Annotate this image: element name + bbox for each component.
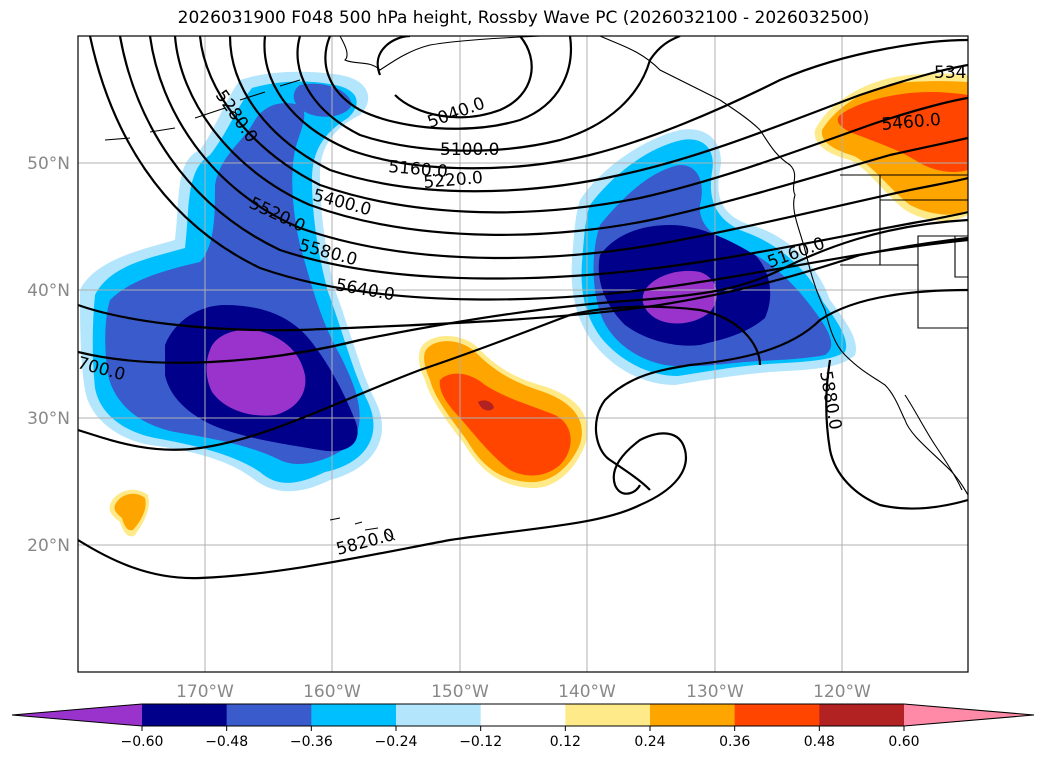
colorbar-tick-label: −0.48: [205, 734, 248, 750]
colorbar-segment: [396, 704, 482, 726]
lon-label: 150°W: [431, 682, 489, 702]
lat-label: 40°N: [27, 281, 70, 301]
contour-label: 5100.0: [440, 140, 499, 160]
lat-label: 20°N: [27, 536, 70, 556]
colorbar-tick-label: 0.48: [804, 734, 835, 750]
colorbar-segment: [142, 704, 228, 726]
colorbar-tick-label: 0.60: [888, 734, 919, 750]
colorbar-segment: [565, 704, 651, 726]
colorbar-segment: [311, 704, 397, 726]
colorbar-tick-label: 0.12: [550, 734, 581, 750]
colorbar-segment: [734, 704, 820, 726]
colorbar: −0.60 −0.48 −0.36 −0.24 −0.12 0.12 0.24 0.36 0.4…: [11, 703, 1035, 750]
colorbar-tick-label: −0.60: [121, 734, 164, 750]
latitude-labels: 50°N 40°N 30°N 20°N: [27, 154, 70, 556]
colorbar-extend-high: [904, 704, 1034, 726]
colorbar-tick-label: −0.24: [375, 734, 418, 750]
positive-anomaly-central: [418, 335, 588, 489]
coastlines: [104, 36, 968, 541]
lon-label: 140°W: [558, 682, 616, 702]
colorbar-tick-label: −0.36: [290, 734, 333, 750]
gridlines: [78, 36, 968, 672]
colorbar-tick-label: 0.24: [634, 734, 665, 750]
positive-anomaly-small: [109, 489, 149, 537]
lon-label: 160°W: [303, 682, 361, 702]
lat-label: 50°N: [27, 154, 70, 174]
positive-anomaly-northeast: [814, 73, 968, 222]
colorbar-segment: [480, 704, 566, 726]
lon-label: 170°W: [176, 682, 234, 702]
height-contours: [78, 36, 968, 580]
colorbar-segment: [650, 704, 736, 726]
lat-label: 30°N: [27, 409, 70, 429]
colorbar-segment: [226, 704, 312, 726]
lon-label: 130°W: [686, 682, 744, 702]
colorbar-tick-label: 0.36: [719, 734, 750, 750]
colorbar-segment: [819, 704, 905, 726]
longitude-labels: 170°W 160°W 150°W 140°W 130°W 120°W: [176, 682, 871, 702]
map-title: 2026031900 F048 500 hPa height, Rossby W…: [177, 8, 870, 28]
lon-label: 120°W: [813, 682, 871, 702]
map-frame: [77, 35, 969, 673]
colorbar-tick-label: −0.12: [459, 734, 502, 750]
colorbar-extend-low: [12, 704, 142, 726]
contour-label: 534: [934, 63, 966, 83]
